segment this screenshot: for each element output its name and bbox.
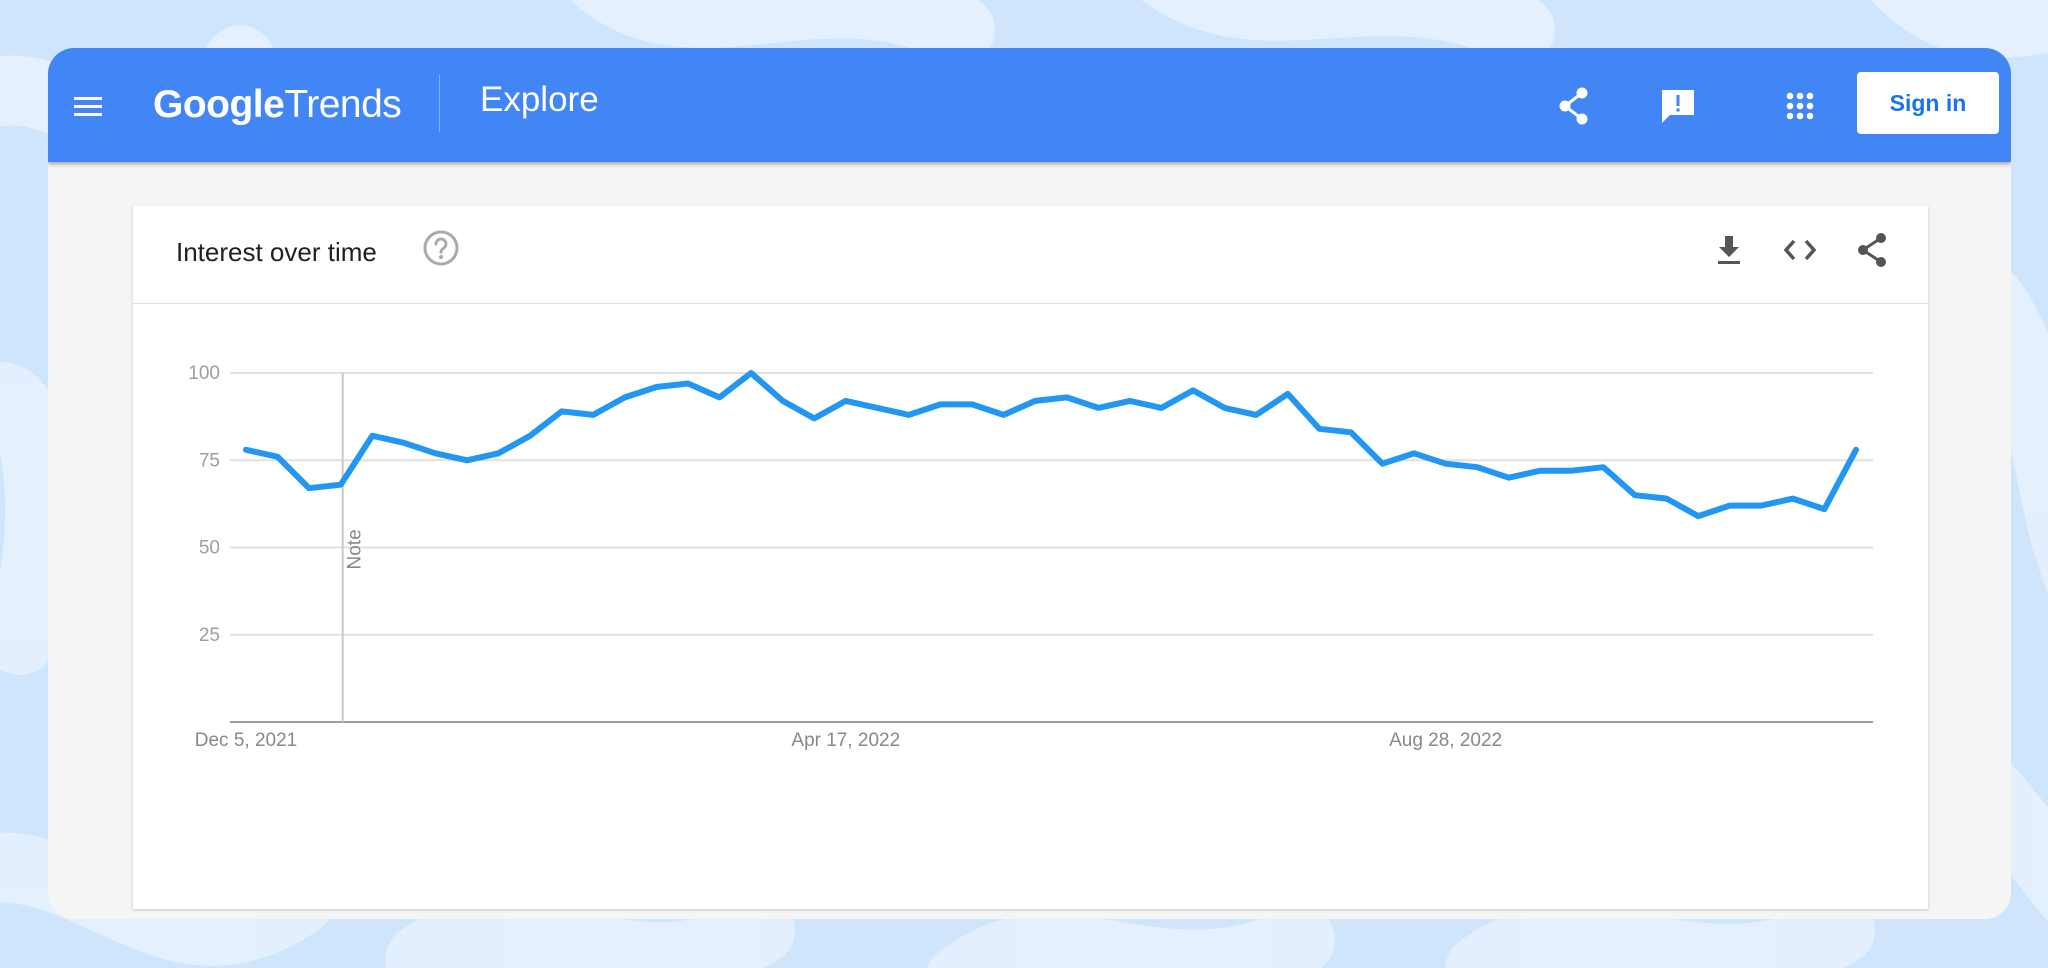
note-label: Note xyxy=(345,529,366,569)
menu-icon[interactable] xyxy=(62,80,114,132)
help-icon[interactable] xyxy=(421,228,461,268)
embed-icon[interactable] xyxy=(1778,228,1822,272)
interest-chart: 25 50 75 100 Dec 5, 2021 Apr 17, 2022 Aug 28, … xyxy=(188,363,1873,751)
share-icon[interactable] xyxy=(1548,80,1600,132)
logo-trends: Trends xyxy=(284,83,402,126)
y-tick-label: 100 xyxy=(188,363,220,384)
apps-icon[interactable] xyxy=(1774,80,1826,132)
x-tick-label: Apr 17, 2022 xyxy=(791,730,900,751)
card-share-icon[interactable] xyxy=(1850,228,1894,272)
feedback-icon[interactable] xyxy=(1652,80,1704,132)
top-bar: GoogleTrends Explore xyxy=(48,48,2011,162)
download-icon[interactable] xyxy=(1707,228,1751,272)
interest-over-time-card: Interest over time xyxy=(133,206,1928,909)
google-trends-logo[interactable]: GoogleTrends xyxy=(153,80,402,130)
card-header: Interest over time xyxy=(133,206,1928,304)
page-title: Explore xyxy=(480,80,599,119)
y-tick-label: 50 xyxy=(199,538,220,559)
app-window: GoogleTrends Explore xyxy=(48,48,2011,919)
y-tick-label: 75 xyxy=(199,450,220,471)
logo-google: Google xyxy=(153,83,285,126)
series-line xyxy=(243,370,1859,520)
card-title: Interest over time xyxy=(176,237,377,267)
header-divider xyxy=(439,74,440,132)
sign-in-button[interactable]: Sign in xyxy=(1857,72,1999,134)
y-tick-label: 25 xyxy=(199,625,220,646)
x-tick-label: Dec 5, 2021 xyxy=(195,730,297,751)
x-tick-label: Aug 28, 2022 xyxy=(1389,730,1502,751)
